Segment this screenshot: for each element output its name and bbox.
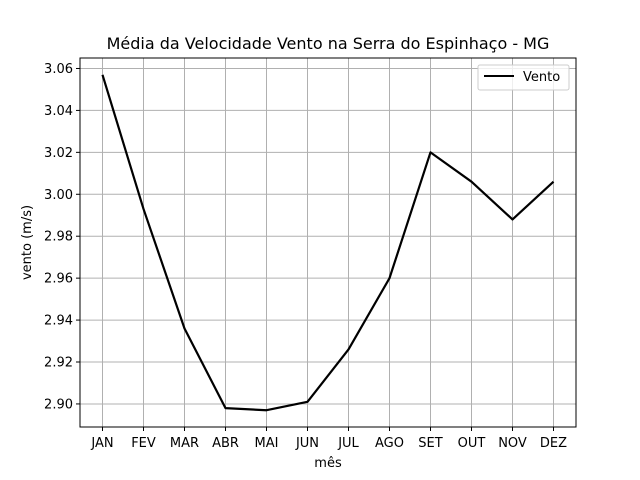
y-tick-label: 2.94 [44, 314, 73, 329]
x-tick-label: JUN [295, 436, 319, 451]
series-line-vento [101, 74, 555, 412]
y-tick-label: 2.92 [44, 356, 73, 371]
y-tick-label: 3.02 [44, 146, 73, 161]
grid [80, 58, 576, 427]
x-axis: JAN FEV MAR ABR MAI JUN JUL AGO SET OUT NOV DEZ [90, 427, 567, 451]
x-tick-label: DEZ [540, 436, 567, 451]
x-axis-label: mês [314, 456, 342, 471]
axes-frame [79, 57, 577, 428]
y-tick-label: 2.90 [44, 397, 73, 412]
y-axis-label: vento (m/s) [20, 205, 35, 280]
series-layer [101, 74, 555, 412]
legend-label-vento: Vento [523, 70, 560, 85]
y-tick-label: 3.04 [44, 104, 73, 119]
x-tick-label: OUT [458, 436, 486, 451]
x-tick-label: NOV [498, 436, 527, 451]
chart-title: Média da Velocidade Vento na Serra do Es… [107, 34, 550, 53]
x-tick-label: MAR [170, 436, 199, 451]
y-tick-label: 3.00 [44, 188, 73, 203]
x-tick-label: JAN [90, 436, 113, 451]
y-tick-label: 2.98 [44, 230, 73, 245]
y-tick-label: 2.96 [44, 272, 73, 287]
legend: Vento [477, 64, 570, 91]
y-tick-label: 3.06 [44, 62, 73, 77]
x-tick-label: SET [418, 436, 442, 451]
x-tick-label: MAI [255, 436, 279, 451]
x-tick-label: AGO [375, 436, 404, 451]
y-axis: 2.90 2.92 2.94 2.96 2.98 3.00 3.02 3.04 3.06 [44, 62, 80, 412]
legend-box [477, 64, 570, 91]
x-tick-label: FEV [131, 436, 156, 451]
x-tick-label: ABR [212, 436, 239, 451]
x-tick-label: JUL [337, 436, 359, 451]
